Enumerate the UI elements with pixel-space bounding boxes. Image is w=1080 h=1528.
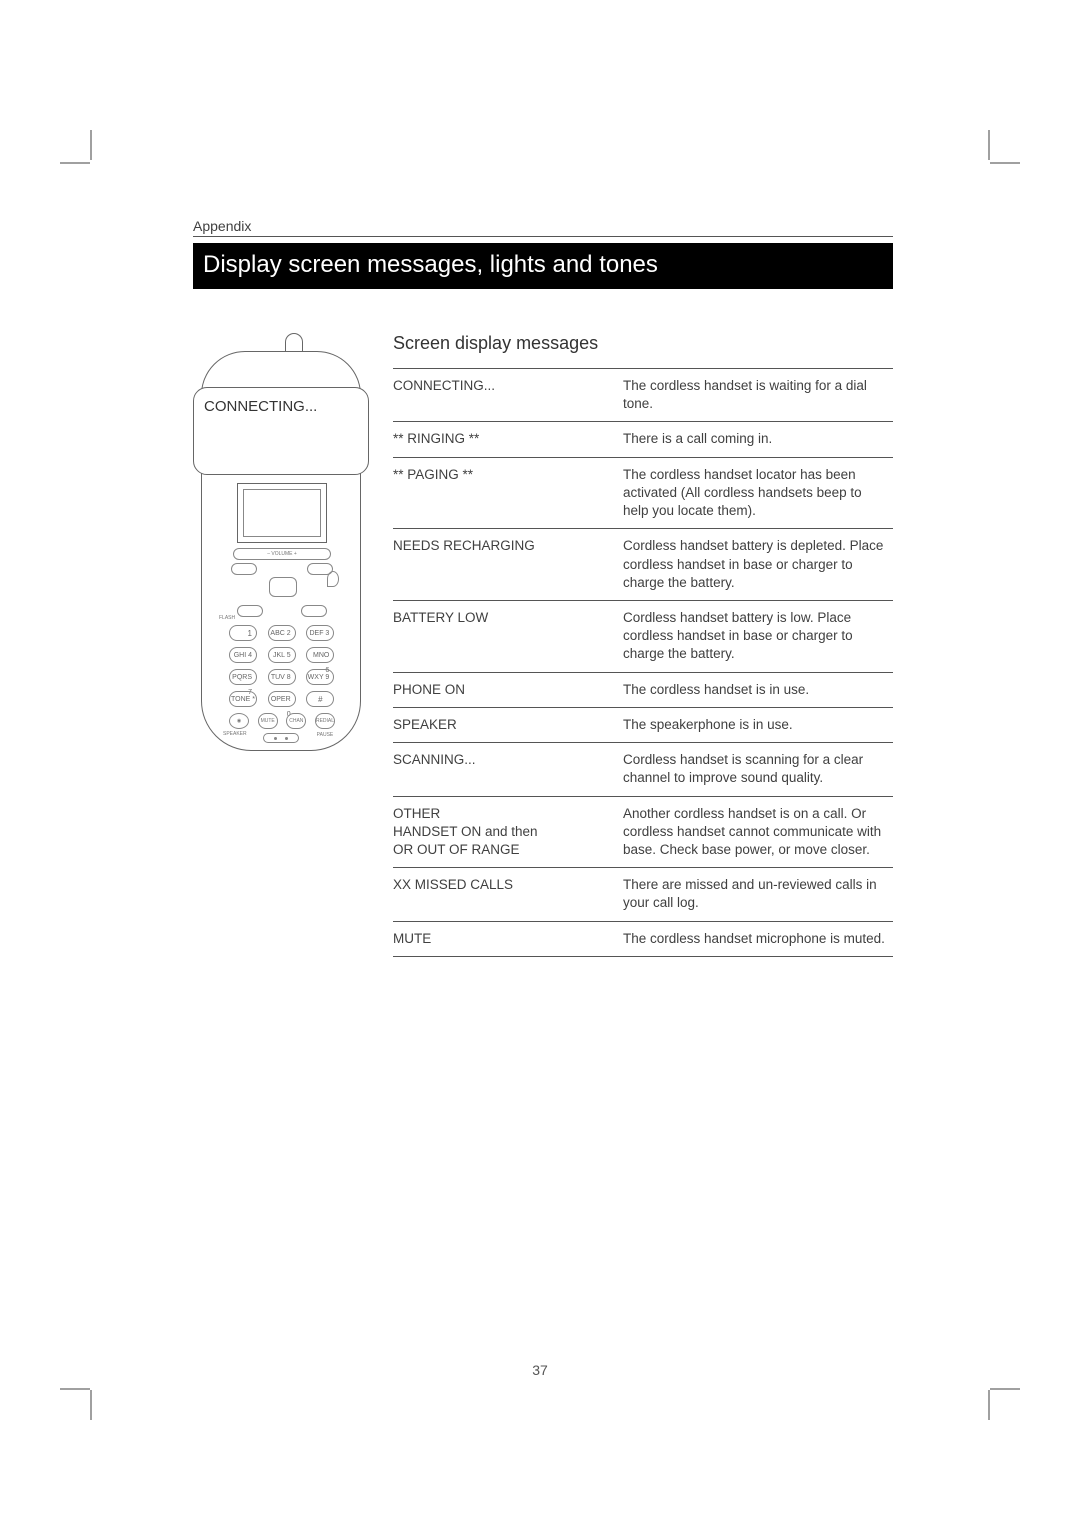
message-desc: The cordless handset locator has been ac… <box>623 457 893 529</box>
table-row: XX MISSED CALLSThere are missed and un-r… <box>393 868 893 921</box>
message-name: PHONE ON <box>393 672 623 707</box>
speaker-label: SPEAKER <box>223 731 247 737</box>
message-desc: There is a call coming in. <box>623 422 893 457</box>
message-name: NEEDS RECHARGING <box>393 529 623 601</box>
flash-label: FLASH <box>219 615 235 621</box>
key-5: JKL 5 <box>268 647 296 663</box>
table-row: ** PAGING **The cordless handset locator… <box>393 457 893 529</box>
speaker-key: ◉ <box>229 713 249 729</box>
page-title: Display screen messages, lights and tone… <box>193 243 893 289</box>
message-name: ** RINGING ** <box>393 422 623 457</box>
key-hash: # <box>306 691 334 707</box>
key-0: OPER 0 <box>268 691 296 707</box>
mic-grille <box>263 733 299 743</box>
mute-key: MUTE <box>258 713 278 729</box>
page-content: Appendix Display screen messages, lights… <box>193 218 893 957</box>
leaf-icon <box>327 571 339 587</box>
handset-screen-text: CONNECTING... <box>194 388 368 425</box>
message-name: ** PAGING ** <box>393 457 623 529</box>
antenna-icon <box>285 333 303 353</box>
message-desc: Cordless handset battery is depleted. Pl… <box>623 529 893 601</box>
message-desc: There are missed and un-reviewed calls i… <box>623 868 893 921</box>
nav-key <box>237 605 263 617</box>
page-number: 37 <box>0 1362 1080 1378</box>
message-name: XX MISSED CALLS <box>393 868 623 921</box>
appendix-label: Appendix <box>193 218 893 237</box>
table-row: ** RINGING **There is a call coming in. <box>393 422 893 457</box>
table-row: PHONE ONThe cordless handset is in use. <box>393 672 893 707</box>
key-star: TONE * <box>229 691 257 707</box>
message-desc: Cordless handset is scanning for a clear… <box>623 743 893 796</box>
message-name: SCANNING... <box>393 743 623 796</box>
table-row: SPEAKERThe speakerphone is in use. <box>393 707 893 742</box>
nav-key <box>231 563 257 575</box>
key-8: TUV 8 <box>268 669 296 685</box>
key-4: GHI 4 <box>229 647 257 663</box>
nav-cluster: FLASH <box>231 563 333 617</box>
messages-column: Screen display messages CONNECTING...The… <box>369 333 893 957</box>
redial-key: REDIAL PAUSE <box>315 713 335 729</box>
table-row: MUTEThe cordless handset microphone is m… <box>393 921 893 956</box>
table-row: NEEDS RECHARGINGCordless handset battery… <box>393 529 893 601</box>
nav-key-center <box>269 577 297 597</box>
messages-table: CONNECTING...The cordless handset is wai… <box>393 368 893 957</box>
keypad: 1 ABC 2 DEF 3 GHI 4 JKL 5 MNO 6 PQRS 7 T… <box>229 625 335 707</box>
message-desc: The speakerphone is in use. <box>623 707 893 742</box>
key-9: WXY 9 <box>306 669 334 685</box>
table-row: OTHER HANDSET ON and then OR OUT OF RANG… <box>393 796 893 868</box>
bottom-row: ◉ MUTE CHAN REDIAL PAUSE <box>229 713 335 729</box>
handset-lcd <box>237 483 327 543</box>
table-row: BATTERY LOWCordless handset battery is l… <box>393 600 893 672</box>
chan-key: CHAN <box>286 713 306 729</box>
message-name: CONNECTING... <box>393 369 623 422</box>
section-heading: Screen display messages <box>393 333 893 354</box>
message-name: SPEAKER <box>393 707 623 742</box>
handset-screen-callout: CONNECTING... <box>193 387 369 475</box>
key-3: DEF 3 <box>306 625 334 641</box>
message-desc: Another cordless handset is on a call. O… <box>623 796 893 868</box>
message-name: OTHER HANDSET ON and then OR OUT OF RANG… <box>393 796 623 868</box>
key-1: 1 <box>229 625 257 641</box>
handset-illustration: CONNECTING... – VOLUME + FLASH <box>193 333 369 957</box>
message-desc: Cordless handset battery is low. Place c… <box>623 600 893 672</box>
message-name: BATTERY LOW <box>393 600 623 672</box>
message-name: MUTE <box>393 921 623 956</box>
key-7: PQRS 7 <box>229 669 257 685</box>
nav-key <box>301 605 327 617</box>
message-desc: The cordless handset is in use. <box>623 672 893 707</box>
message-desc: The cordless handset microphone is muted… <box>623 921 893 956</box>
key-2: ABC 2 <box>268 625 296 641</box>
volume-bar: – VOLUME + <box>233 548 331 560</box>
key-6: MNO 6 <box>306 647 334 663</box>
table-row: SCANNING...Cordless handset is scanning … <box>393 743 893 796</box>
table-row: CONNECTING...The cordless handset is wai… <box>393 369 893 422</box>
message-desc: The cordless handset is waiting for a di… <box>623 369 893 422</box>
